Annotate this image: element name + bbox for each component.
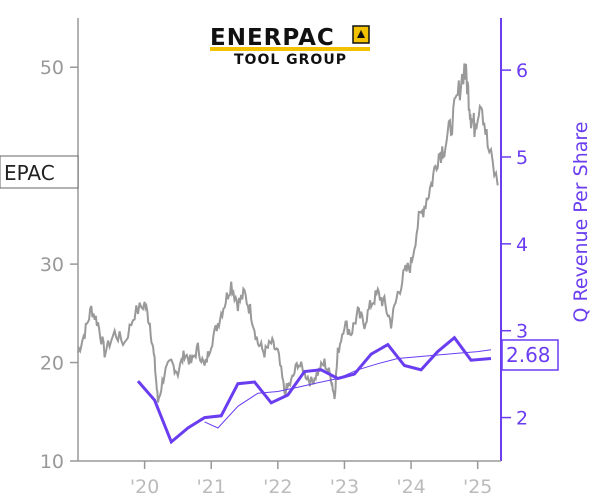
x-tick-label: '25 [463, 476, 492, 498]
ticker-box: EPAC [0, 155, 79, 189]
x-axis-ticks: '20 '21 '22 '23 '24 '25 [130, 461, 492, 498]
x-tick-label: '23 [330, 476, 359, 498]
right-axis-title: Q Revenue Per Share [570, 122, 592, 323]
last-value-box: 2.68 [501, 339, 559, 371]
enerpac-mark-glyph [357, 30, 365, 38]
price-series-line [77, 63, 499, 403]
logo-accent-bar [210, 47, 370, 51]
revenue-series-line [136, 335, 492, 445]
left-tick-label: 50 [40, 57, 64, 79]
left-tick-label: 20 [40, 353, 64, 375]
x-tick-label: '24 [396, 476, 425, 498]
right-tick-label: 6 [516, 60, 528, 82]
right-tick-label: 5 [516, 147, 528, 169]
last-value-frame [501, 339, 559, 371]
revenue-trend-line [204, 349, 492, 429]
right-axis-ticks: 2 3 4 5 6 [501, 60, 528, 430]
x-tick-label: '21 [197, 476, 226, 498]
left-tick-label: 10 [40, 451, 64, 473]
last-value-label: 2.68 [506, 343, 551, 367]
logo-main-text: ENERPAC [210, 25, 335, 51]
axes-group [77, 18, 502, 462]
company-logo: ENERPAC TOOL GROUP [210, 25, 370, 68]
ticker-label: EPAC [4, 161, 55, 185]
right-tick-label: 3 [516, 321, 528, 343]
x-tick-label: '22 [263, 476, 292, 498]
x-tick-label: '20 [130, 476, 159, 498]
right-tick-label: 4 [516, 234, 528, 256]
left-axis-ticks: 10 20 30 50 [40, 57, 78, 473]
ticker-box-frame [0, 155, 79, 189]
logo-sub-text: TOOL GROUP [234, 52, 347, 68]
left-tick-label: 30 [40, 254, 64, 276]
right-tick-label: 2 [516, 408, 528, 430]
